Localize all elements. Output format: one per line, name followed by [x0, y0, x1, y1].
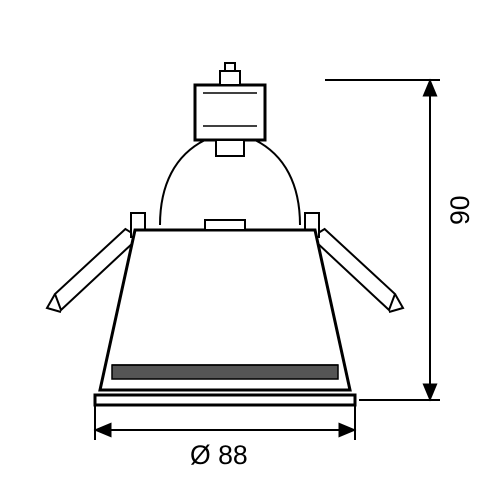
technical-drawing: Ø 88 90: [0, 0, 500, 500]
dimension-height-label: 90: [445, 195, 476, 225]
driver-box: [195, 63, 265, 156]
downlight-housing: [95, 220, 355, 405]
dimension-width-label: Ø 88: [190, 440, 248, 471]
fixture-diagram-svg: [0, 0, 500, 500]
